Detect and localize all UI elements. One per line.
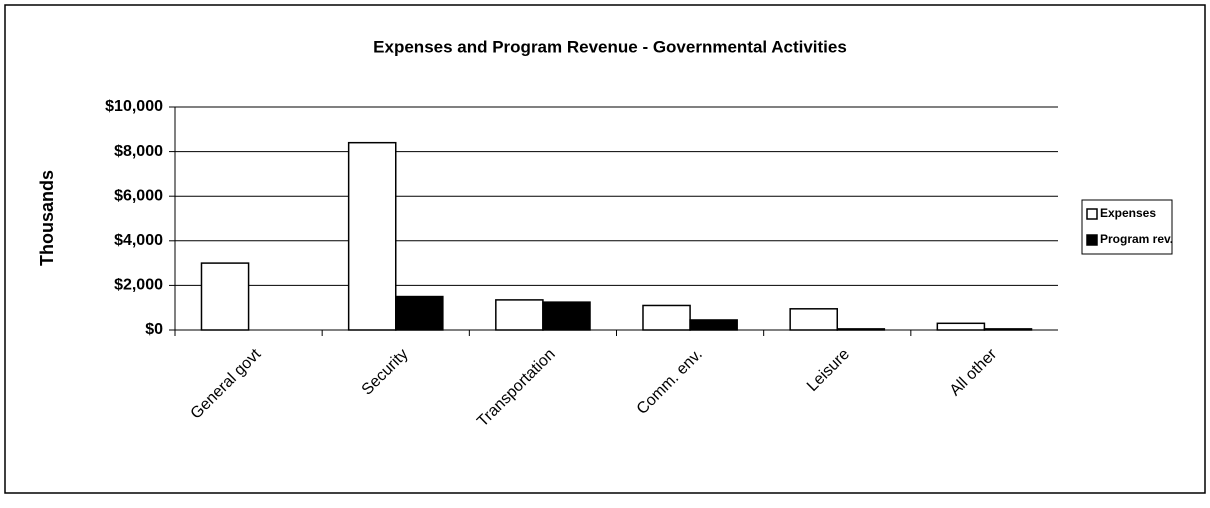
bar bbox=[200, 262, 250, 331]
bar bbox=[642, 304, 691, 331]
bar bbox=[689, 319, 738, 331]
legend-label: Program rev. bbox=[1100, 232, 1173, 246]
y-tick-label: $4,000 bbox=[114, 232, 163, 249]
legend-label: Expenses bbox=[1100, 206, 1156, 220]
y-tick-label: $6,000 bbox=[114, 187, 163, 204]
bar bbox=[789, 308, 839, 331]
bar bbox=[395, 295, 444, 331]
y-tick-label: $10,000 bbox=[105, 98, 163, 115]
chart-frame bbox=[4, 4, 1206, 494]
y-axis-title: Thousands bbox=[37, 170, 57, 266]
legend-swatch bbox=[1086, 208, 1098, 220]
chart-title: Expenses and Program Revenue - Governmen… bbox=[373, 37, 847, 56]
bar bbox=[936, 322, 986, 331]
y-tick-label: $8,000 bbox=[114, 143, 163, 160]
bar bbox=[542, 301, 591, 331]
y-tick-label: $2,000 bbox=[114, 277, 163, 294]
bar bbox=[495, 299, 544, 331]
bar bbox=[347, 141, 397, 331]
y-tick-label: $0 bbox=[145, 321, 163, 338]
legend-swatch bbox=[1086, 234, 1098, 246]
